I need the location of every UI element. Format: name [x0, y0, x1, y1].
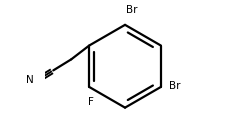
Text: Br: Br [126, 5, 137, 15]
Text: N: N [26, 75, 34, 85]
Text: Br: Br [168, 81, 180, 91]
Text: F: F [87, 97, 93, 107]
